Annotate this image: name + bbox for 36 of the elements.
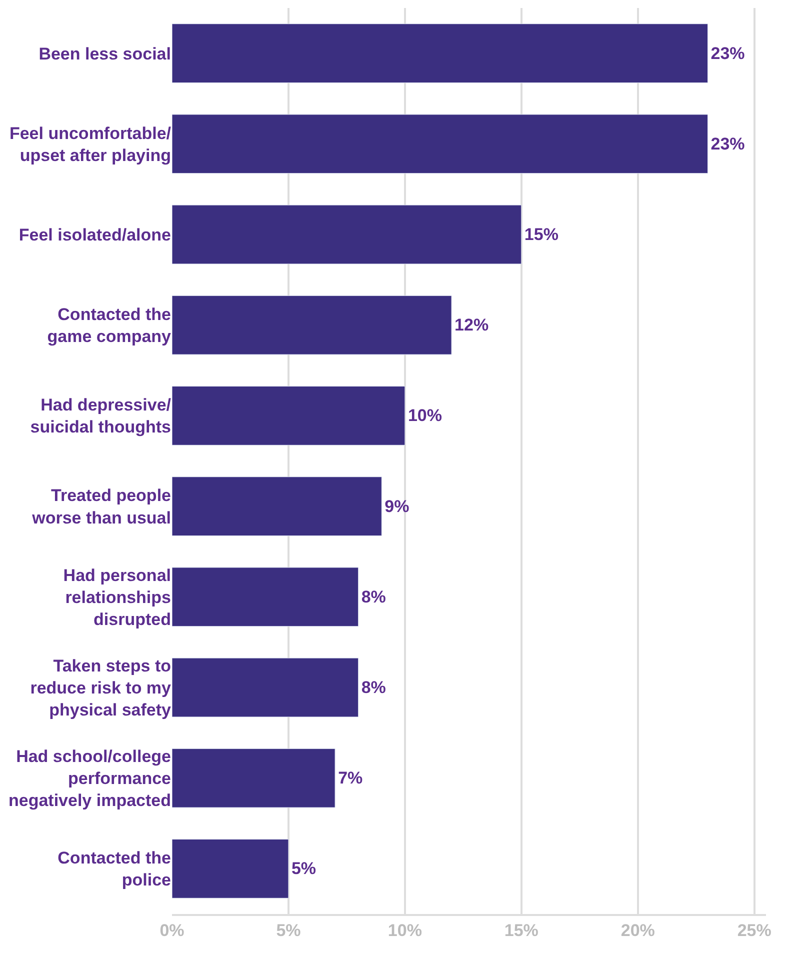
data-label: 5% bbox=[291, 859, 316, 878]
y-tick-label: Contacted the police bbox=[58, 848, 171, 890]
x-tick-label: 25% bbox=[737, 921, 772, 940]
data-label: 10% bbox=[408, 406, 442, 426]
data-label: 7% bbox=[338, 768, 363, 788]
y-tick-label: Had depressive/ suicidal thoughts bbox=[30, 396, 172, 437]
y-tick-label: Treated people worse than usual bbox=[31, 486, 171, 528]
bar bbox=[172, 748, 336, 808]
y-tick-label: Feel isolated/alone bbox=[18, 225, 171, 244]
x-tick-label: 15% bbox=[504, 921, 538, 940]
bar bbox=[172, 295, 452, 355]
bar bbox=[172, 476, 382, 536]
y-tick-label: Had school/college performance negatively impacted bbox=[8, 746, 171, 810]
x-tick-label: 5% bbox=[276, 921, 301, 940]
data-label: 8% bbox=[361, 678, 386, 697]
y-tick-label: Had personal relationships disrupted bbox=[63, 566, 171, 629]
bar bbox=[172, 658, 359, 718]
bar bbox=[172, 839, 289, 898]
bar bbox=[172, 114, 708, 174]
bar bbox=[172, 204, 522, 264]
y-tick-label: Feel uncomfortable/ upset after playing bbox=[9, 124, 172, 165]
x-tick-label: 10% bbox=[388, 921, 422, 940]
data-label: 15% bbox=[524, 225, 558, 244]
data-label: 23% bbox=[710, 134, 745, 154]
x-tick-label: 0% bbox=[160, 921, 184, 940]
x-tick-label: 20% bbox=[620, 921, 655, 940]
data-label: 8% bbox=[361, 587, 386, 606]
data-label: 23% bbox=[710, 44, 745, 63]
y-tick-label: Been less social bbox=[38, 44, 171, 64]
y-tick-label: Taken steps to reduce risk to my physical safety bbox=[30, 656, 172, 720]
bar bbox=[172, 567, 359, 627]
bar bbox=[172, 386, 406, 446]
bar bbox=[172, 24, 708, 83]
y-tick-label: Contacted the game company bbox=[47, 305, 172, 346]
data-label: 12% bbox=[454, 316, 489, 335]
data-label: 9% bbox=[384, 496, 410, 516]
